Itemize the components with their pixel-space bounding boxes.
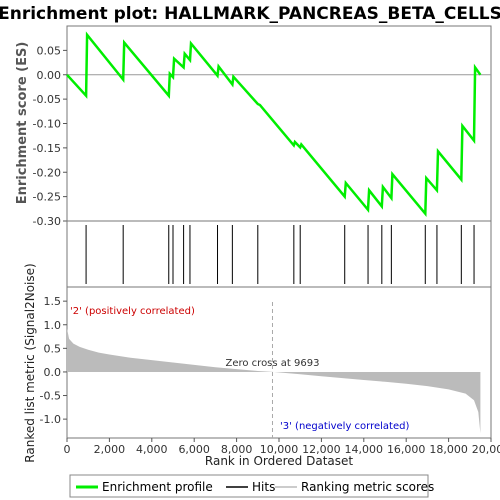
rank-x-tick-label: 18,000 xyxy=(429,443,468,456)
rank-x-tick-label: 2,000 xyxy=(94,443,126,456)
rank-x-tick-label: 6,000 xyxy=(178,443,210,456)
es-y-axis-label: Enrichment score (ES) xyxy=(15,42,30,205)
rank-y-tick-label: -1.0 xyxy=(40,413,61,426)
rank-x-tick-label: 14,000 xyxy=(345,443,384,456)
rank-x-tick-label: 10,000 xyxy=(260,443,299,456)
es-y-ticks: 0.05 0.00 -0.05 -0.10 -0.15 -0.20 -0.25 -0.30 xyxy=(33,44,67,228)
es-y-tick-label: -0.05 xyxy=(33,93,61,106)
es-y-tick-label: 0.00 xyxy=(37,69,62,82)
zero-cross-label: Zero cross at 9693 xyxy=(225,358,319,369)
rank-x-tick-label: 4,000 xyxy=(136,443,168,456)
rank-metric-panel: 1.5 1.0 0.5 0.0 -0.5 -1.0 0 2,000 4,000 6,000 8,0… xyxy=(23,263,500,468)
ranking-metric-area xyxy=(67,328,481,434)
legend: Enrichment profile Hits Ranking metric s… xyxy=(69,474,434,498)
rank-y-tick-label: 1.0 xyxy=(44,319,62,332)
es-panel-frame xyxy=(66,25,492,222)
es-y-tick-label: -0.10 xyxy=(33,118,61,131)
es-y-tick-label: 0.05 xyxy=(37,44,62,57)
legend-hits-label: Hits xyxy=(252,480,275,494)
rank-x-tick-label: 12,000 xyxy=(302,443,341,456)
rank-x-axis-label: Rank in Ordered Dataset xyxy=(205,454,353,468)
es-y-tick-label: -0.20 xyxy=(33,166,61,179)
rank-x-ticks: 0 2,000 4,000 6,000 8,000 10,000 12,000 14,000 1… xyxy=(64,438,500,456)
rank-y-tick-label: -0.5 xyxy=(40,390,61,403)
hits-panel xyxy=(66,220,492,288)
rank-y-tick-label: 0.0 xyxy=(44,366,62,379)
es-panel: 0.05 0.00 -0.05 -0.10 -0.15 -0.20 -0.25 -0.30 E… xyxy=(15,25,492,228)
negative-correlation-label: '3' (negatively correlated) xyxy=(280,421,409,432)
es-y-tick-label: -0.15 xyxy=(33,142,61,155)
rank-y-tick-label: 0.5 xyxy=(44,342,62,355)
rank-x-tick-label: 8,000 xyxy=(221,443,253,456)
rank-y-tick-label: 1.5 xyxy=(44,295,62,308)
rank-y-ticks: 1.5 1.0 0.5 0.0 -0.5 -1.0 xyxy=(40,295,67,426)
hits-panel-frame xyxy=(66,220,492,288)
legend-box xyxy=(69,474,429,498)
positive-correlation-label: '2' (positively correlated) xyxy=(70,306,195,317)
rank-x-tick-label: 0 xyxy=(64,443,71,456)
legend-enrichment-label: Enrichment profile xyxy=(102,480,213,494)
es-y-tick-label: -0.30 xyxy=(33,215,61,228)
legend-ranking-label: Ranking metric scores xyxy=(301,480,434,494)
rank-x-tick-label: 20,000 xyxy=(472,443,500,456)
hit-lines xyxy=(85,225,475,284)
rank-x-tick-label: 16,000 xyxy=(387,443,426,456)
chart-title: Enrichment plot: HALLMARK_PANCREAS_BETA_… xyxy=(0,4,500,24)
rank-y-axis-label: Ranked list metric (Signal2Noise) xyxy=(23,263,37,462)
es-y-tick-label: -0.25 xyxy=(33,191,61,204)
enrichment-profile-line xyxy=(66,31,482,218)
